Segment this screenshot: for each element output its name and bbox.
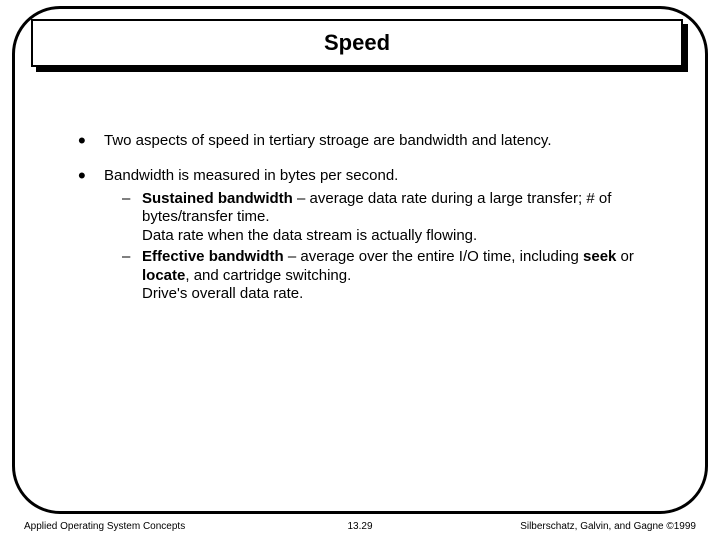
sub-bold2: seek — [583, 248, 616, 265]
sub-bold3: locate — [142, 267, 185, 284]
bullet-text: Two aspects of speed in tertiary stroage… — [104, 132, 648, 151]
bullet-marker: • — [78, 167, 104, 306]
bullet-item: • Two aspects of speed in tertiary stroa… — [78, 132, 648, 151]
sub-line2: Drive's overall data rate. — [142, 285, 303, 302]
sub-bullet-marker: – — [122, 190, 142, 246]
bullet-item: • Bandwidth is measured in bytes per sec… — [78, 167, 648, 306]
sub-bold: Effective bandwidth — [142, 248, 284, 265]
sub-bold: Sustained bandwidth — [142, 190, 293, 207]
title-box: Speed — [31, 19, 683, 67]
bullet-marker: • — [78, 132, 104, 151]
footer: Applied Operating System Concepts 13.29 … — [0, 521, 720, 532]
sub-mid: or — [616, 248, 634, 265]
sub-bullet-item: – Effective bandwidth – average over the… — [122, 248, 648, 304]
sub-rest: – average over the entire I/O time, incl… — [284, 248, 583, 265]
bullet-body: Bandwidth is measured in bytes per secon… — [104, 167, 648, 306]
sub-bullet-text: Effective bandwidth – average over the e… — [142, 248, 648, 304]
footer-right: Silberschatz, Galvin, and Gagne ©1999 — [520, 521, 696, 532]
slide-title: Speed — [324, 30, 390, 56]
content-area: • Two aspects of speed in tertiary stroa… — [78, 132, 648, 322]
bullet-text: Bandwidth is measured in bytes per secon… — [104, 167, 398, 184]
sub-rest2: , and cartridge switching. — [185, 267, 351, 284]
sub-bullet-list: – Sustained bandwidth – average data rat… — [104, 190, 648, 305]
footer-left: Applied Operating System Concepts — [24, 521, 185, 532]
sub-bullet-marker: – — [122, 248, 142, 304]
footer-center: 13.29 — [347, 521, 372, 532]
sub-bullet-item: – Sustained bandwidth – average data rat… — [122, 190, 648, 246]
sub-line2: Data rate when the data stream is actual… — [142, 227, 477, 244]
sub-bullet-text: Sustained bandwidth – average data rate … — [142, 190, 648, 246]
